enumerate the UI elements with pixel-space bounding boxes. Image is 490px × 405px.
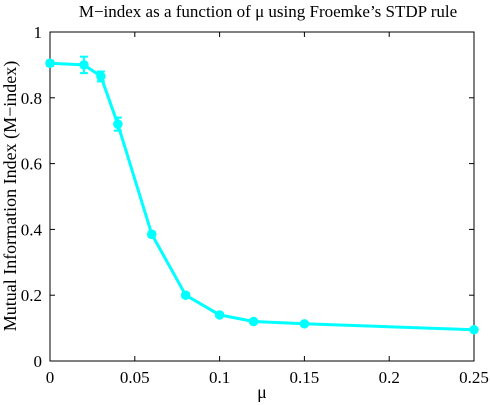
y-tick-label: 0.8 [21,89,42,108]
y-tick-label: 1 [34,23,43,42]
y-axis-label: Mutual Information Index (M−index) [0,61,21,332]
x-tick-label: 0.1 [209,368,230,387]
tick-labels: 0 0.05 0.1 0.15 0.2 0.25 0 0.2 0.4 0.6 0.8 1 [21,23,489,387]
data-point [180,290,191,300]
data-point [299,319,310,329]
x-tick-label: 0.15 [290,368,320,387]
x-axis-label: μ [257,382,267,402]
data-point [113,119,123,129]
y-tick-label: 0.2 [21,286,42,305]
y-tick-label: 0.4 [21,220,43,239]
data-point [45,58,55,69]
y-tick-label: 0.6 [21,155,42,174]
data-point [96,71,106,82]
series-group [45,55,479,335]
x-tick-label: 0.2 [379,368,400,387]
x-tick-label: 0 [46,368,55,387]
data-point [248,316,259,327]
x-tick-label: 0.25 [459,368,489,387]
chart-title: M−index as a function of μ using Froemke… [79,2,457,21]
x-tick-label: 0.05 [120,368,150,387]
plot-area [49,31,475,362]
data-point [79,60,89,70]
y-tick-label: 0 [34,352,43,371]
data-point [469,324,479,335]
series-line [49,61,475,332]
ticks [49,31,475,362]
data-point [147,229,157,240]
data-point [214,310,225,320]
